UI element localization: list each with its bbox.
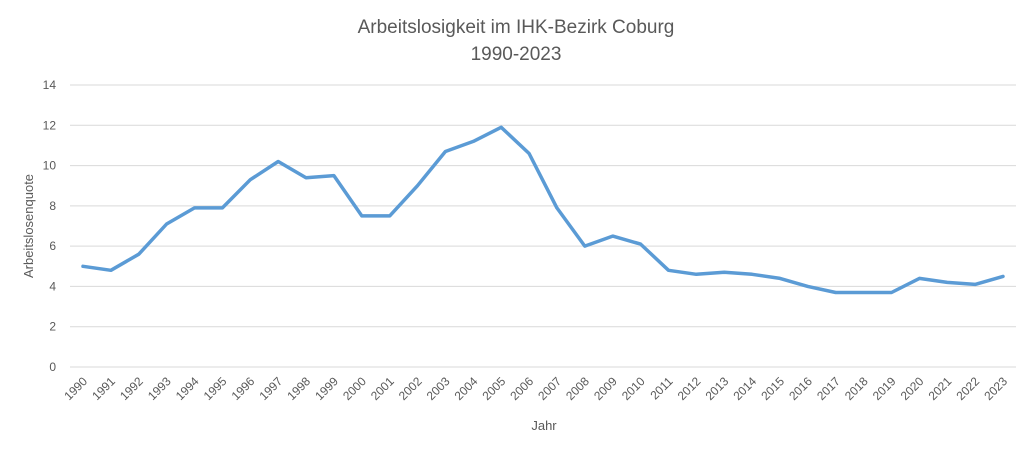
x-tick-label: 2001 <box>368 374 397 403</box>
y-tick-label: 4 <box>49 279 56 293</box>
x-tick-label: 2017 <box>814 374 843 403</box>
x-tick-label: 1994 <box>173 374 202 403</box>
y-tick-label: 2 <box>49 320 56 334</box>
y-tick-label: 12 <box>43 118 57 132</box>
x-tick-label: 2006 <box>507 374 536 403</box>
x-tick-label: 2004 <box>452 374 481 403</box>
gridlines <box>70 84 1016 368</box>
y-axis-label: Arbeitslosenquote <box>21 174 36 278</box>
x-tick-label: 2011 <box>647 374 675 402</box>
x-tick-label: 2018 <box>842 374 871 403</box>
x-tick-label: 2005 <box>480 374 509 403</box>
x-tick-label: 2008 <box>563 374 592 403</box>
x-tick-label: 2003 <box>424 374 453 403</box>
x-tick-label: 1996 <box>229 374 258 403</box>
x-tick-label: 1999 <box>312 374 341 403</box>
x-tick-label: 1995 <box>201 374 230 403</box>
x-tick-label: 2010 <box>619 374 648 403</box>
x-tick-label: 2020 <box>898 374 927 403</box>
x-tick-label: 2019 <box>870 374 899 403</box>
y-tick-label: 14 <box>43 78 57 92</box>
y-tick-label: 8 <box>49 199 56 213</box>
x-tick-label: 2007 <box>535 374 564 403</box>
y-tick-label: 10 <box>43 159 57 173</box>
series-lines <box>81 125 1005 295</box>
x-tick-label: 2021 <box>926 374 955 403</box>
x-tick-label: 1998 <box>284 374 313 403</box>
x-tick-label: 1990 <box>61 374 90 403</box>
x-tick-label: 2013 <box>703 374 732 403</box>
x-tick-label: 2016 <box>786 374 815 403</box>
y-tick-label: 0 <box>49 360 56 374</box>
series-line-0 <box>81 125 1005 295</box>
x-tick-label: 2022 <box>953 374 982 403</box>
x-axis-ticks: 1990 1991 1992 1993 1994 1995 1996 1997 1998 1999… <box>61 374 1010 403</box>
x-tick-label: 2009 <box>591 374 620 403</box>
x-tick-label: 2012 <box>675 374 704 403</box>
x-tick-label: 2014 <box>730 374 759 403</box>
y-axis-ticks: 0 2 4 6 8 10 12 14 <box>43 78 57 374</box>
x-tick-label: 1997 <box>256 374 285 403</box>
x-tick-label: 1993 <box>145 374 174 403</box>
x-tick-label: 2002 <box>396 374 425 403</box>
chart-title: Arbeitslosigkeit im IHK-Bezirk Coburg <box>358 17 675 38</box>
x-tick-label: 1991 <box>89 374 118 403</box>
x-tick-label: 2023 <box>981 374 1010 403</box>
y-tick-label: 6 <box>49 239 56 253</box>
x-tick-label: 2015 <box>758 374 787 403</box>
x-tick-label: 1992 <box>117 374 146 403</box>
x-tick-label: 2000 <box>340 374 369 403</box>
x-axis-label: Jahr <box>531 418 557 433</box>
chart-subtitle: 1990-2023 <box>471 44 562 65</box>
